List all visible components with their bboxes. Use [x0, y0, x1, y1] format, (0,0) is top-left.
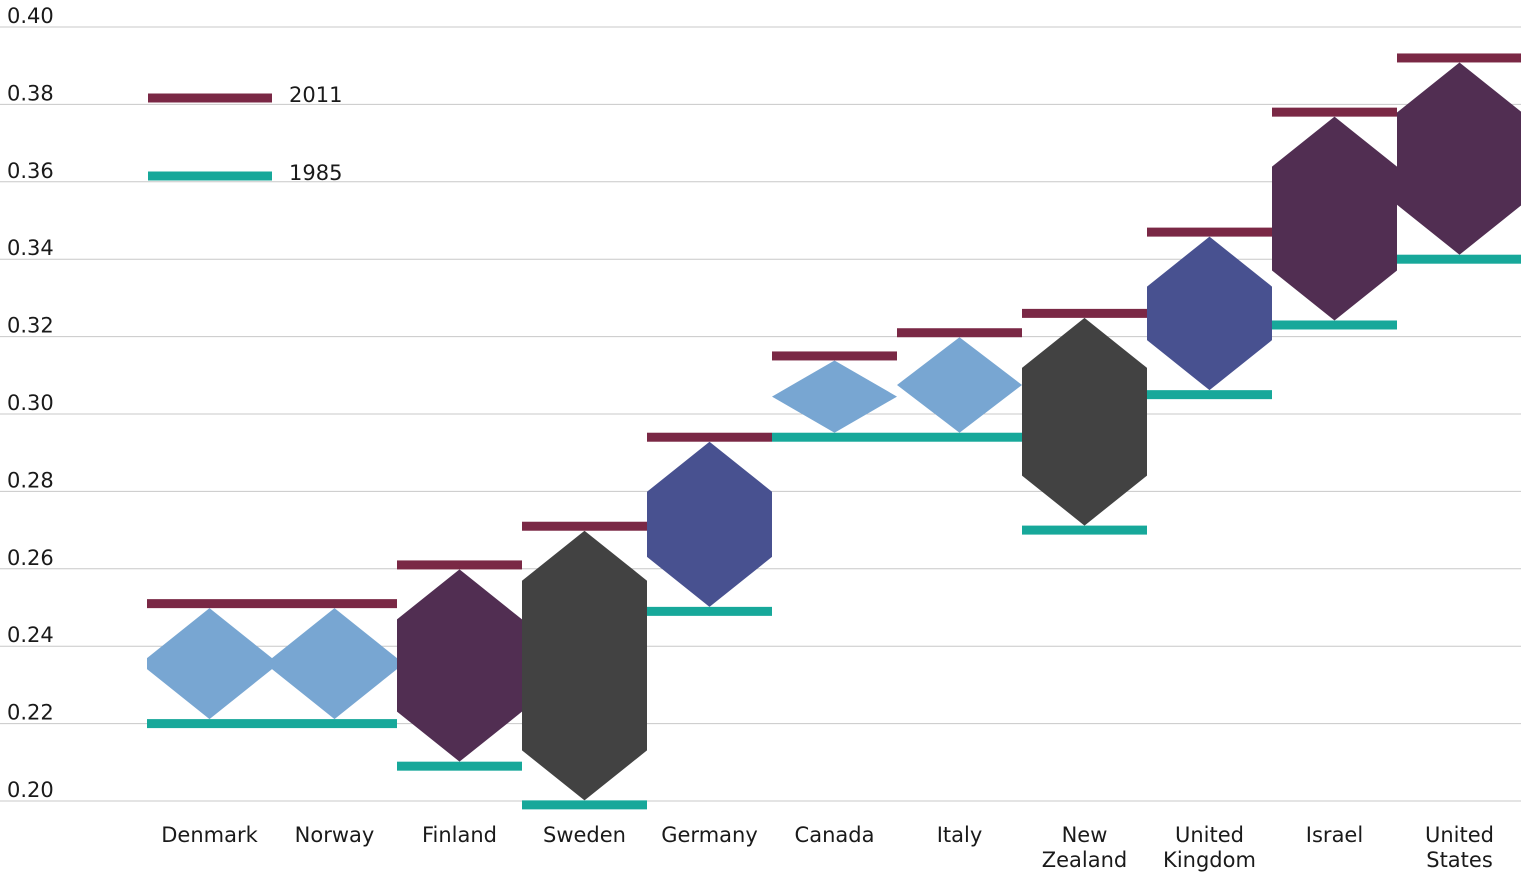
y-axis-ticks: 0.20 0.22 0.24 0.26 0.28 0.30 0.32 0.34 0.36 0.38… — [7, 4, 54, 802]
legend-swatch-2011 — [148, 93, 272, 103]
marker-2011 — [1147, 227, 1272, 237]
marker-1985 — [272, 719, 397, 729]
category-label-line: Finland — [422, 823, 497, 847]
range-shape — [1022, 317, 1147, 526]
marker-1985 — [897, 432, 1022, 442]
marker-1985 — [397, 761, 522, 771]
y-tick-label: 0.38 — [7, 81, 54, 105]
category-label-line: United — [1175, 823, 1244, 847]
marker-1985 — [647, 606, 772, 616]
category-label: Canada — [795, 823, 875, 847]
year-markers — [147, 53, 1521, 810]
category-label: Denmark — [161, 823, 258, 847]
category-label: Israel — [1306, 823, 1363, 847]
category-label-line: Denmark — [161, 823, 258, 847]
marker-1985 — [1397, 254, 1521, 264]
category-label-line: Kingdom — [1163, 848, 1256, 872]
range-shape — [772, 360, 897, 433]
marker-1985 — [772, 432, 897, 442]
range-shape — [1147, 236, 1272, 391]
y-tick-label: 0.30 — [7, 391, 54, 415]
y-tick-label: 0.40 — [7, 4, 54, 28]
marker-2011 — [397, 560, 522, 570]
marker-1985 — [147, 719, 272, 729]
y-tick-label: 0.34 — [7, 236, 54, 260]
range-shape — [147, 608, 272, 720]
y-tick-label: 0.24 — [7, 623, 54, 647]
marker-2011 — [897, 328, 1022, 338]
category-label: United States — [1425, 823, 1494, 872]
marker-2011 — [147, 599, 272, 609]
category-label-line: Sweden — [543, 823, 626, 847]
category-label-line: States — [1426, 848, 1493, 872]
category-label-line: Zealand — [1042, 848, 1128, 872]
marker-2011 — [1272, 107, 1397, 117]
range-shape — [647, 441, 772, 607]
category-label: New Zealand — [1042, 823, 1128, 872]
range-shape — [1397, 62, 1521, 255]
marker-1985 — [522, 800, 647, 810]
marker-1985 — [1022, 525, 1147, 535]
range-shape — [897, 337, 1022, 433]
range-shape — [522, 530, 647, 801]
y-tick-label: 0.26 — [7, 546, 54, 570]
range-shapes — [147, 62, 1521, 801]
legend: 2011 1985 — [148, 83, 342, 185]
marker-2011 — [1397, 53, 1521, 63]
range-shape — [272, 608, 397, 720]
category-label: Finland — [422, 823, 497, 847]
marker-1985 — [1272, 320, 1397, 330]
range-shape — [1272, 116, 1397, 321]
y-tick-label: 0.22 — [7, 701, 54, 725]
range-shape — [397, 569, 522, 762]
category-label-line: New — [1062, 823, 1108, 847]
marker-2011 — [522, 521, 647, 531]
marker-2011 — [1022, 308, 1147, 318]
y-tick-label: 0.36 — [7, 159, 54, 183]
category-label-line: Canada — [795, 823, 875, 847]
category-label-line: Italy — [937, 823, 983, 847]
category-label-line: Israel — [1306, 823, 1363, 847]
marker-2011 — [647, 432, 772, 442]
category-label: Sweden — [543, 823, 626, 847]
category-label: Italy — [937, 823, 983, 847]
x-axis-labels: Denmark Norway Finland Sweden Germany Canada I… — [161, 823, 1494, 872]
category-label: Norway — [295, 823, 375, 847]
legend-label-2011: 2011 — [289, 83, 342, 107]
category-label: United Kingdom — [1163, 823, 1256, 872]
category-label-line: Norway — [295, 823, 375, 847]
marker-1985 — [1147, 390, 1272, 400]
y-tick-label: 0.28 — [7, 468, 54, 492]
marker-2011 — [772, 351, 897, 361]
y-tick-label: 0.20 — [7, 778, 54, 802]
marker-2011 — [272, 599, 397, 609]
category-label: Germany — [661, 823, 758, 847]
category-label-line: United — [1425, 823, 1494, 847]
y-tick-label: 0.32 — [7, 314, 54, 338]
category-label-line: Germany — [661, 823, 758, 847]
legend-swatch-1985 — [148, 171, 272, 181]
legend-label-1985: 1985 — [289, 161, 342, 185]
